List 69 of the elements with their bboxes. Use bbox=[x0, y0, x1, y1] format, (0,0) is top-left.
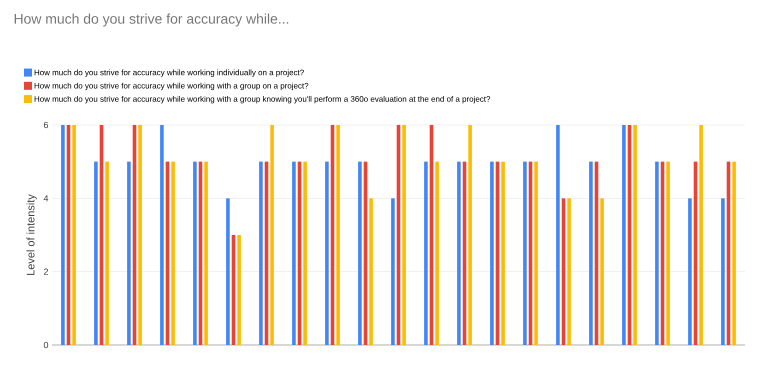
bar bbox=[330, 125, 334, 345]
bar bbox=[303, 162, 307, 345]
bar bbox=[259, 162, 263, 345]
bar bbox=[435, 162, 439, 345]
bar bbox=[655, 162, 659, 345]
bar bbox=[468, 125, 472, 345]
bar bbox=[633, 125, 637, 345]
bar bbox=[204, 162, 208, 345]
bar bbox=[100, 125, 104, 345]
bar bbox=[72, 125, 76, 345]
bar bbox=[628, 125, 632, 345]
bar bbox=[567, 198, 571, 345]
bar bbox=[232, 235, 236, 345]
bar bbox=[732, 162, 736, 345]
bar bbox=[660, 162, 664, 345]
bar bbox=[462, 162, 466, 345]
bar bbox=[457, 162, 461, 345]
bar bbox=[694, 162, 698, 345]
bar bbox=[369, 198, 373, 345]
bar bbox=[490, 162, 494, 345]
bar bbox=[336, 125, 340, 345]
bar bbox=[270, 125, 274, 345]
bar bbox=[138, 125, 142, 345]
bar bbox=[391, 198, 395, 345]
bar bbox=[556, 125, 560, 345]
bar bbox=[523, 162, 527, 345]
bar bbox=[325, 162, 329, 345]
bar bbox=[364, 162, 368, 345]
bar bbox=[193, 162, 197, 345]
y-tick-label: 2 bbox=[44, 268, 48, 275]
bar bbox=[496, 162, 500, 345]
bar bbox=[396, 125, 400, 345]
bar bbox=[226, 198, 230, 345]
bar bbox=[198, 162, 202, 345]
bar bbox=[666, 162, 670, 345]
y-axis-title: Level of intensity bbox=[26, 194, 37, 275]
bar bbox=[501, 162, 505, 345]
bar bbox=[622, 125, 626, 345]
bar bbox=[127, 162, 131, 345]
bar bbox=[594, 162, 598, 345]
bar bbox=[402, 125, 406, 345]
bar bbox=[237, 235, 241, 345]
bar bbox=[66, 125, 70, 345]
bar bbox=[94, 162, 98, 345]
bar bbox=[534, 162, 538, 345]
y-tick-label: 6 bbox=[44, 122, 48, 128]
chart-title: How much do you strive for accuracy while... bbox=[14, 14, 288, 27]
bar bbox=[292, 162, 296, 345]
bar bbox=[105, 162, 109, 345]
bar bbox=[171, 162, 175, 345]
bar bbox=[562, 198, 566, 345]
bar bbox=[430, 125, 434, 345]
bar bbox=[264, 162, 268, 345]
bar bbox=[721, 198, 725, 345]
bar bbox=[358, 162, 362, 345]
bar bbox=[160, 125, 164, 345]
bar bbox=[600, 198, 604, 345]
bar bbox=[132, 125, 136, 345]
bar bbox=[166, 162, 170, 345]
bar bbox=[61, 125, 65, 345]
y-tick-label: 4 bbox=[44, 195, 48, 202]
bar bbox=[726, 162, 730, 345]
bar bbox=[298, 162, 302, 345]
bar bbox=[528, 162, 532, 345]
bar bbox=[688, 198, 692, 345]
bar bbox=[424, 162, 428, 345]
bar bbox=[589, 162, 593, 345]
bar bbox=[699, 125, 703, 345]
y-tick-label: 0 bbox=[44, 342, 48, 348]
